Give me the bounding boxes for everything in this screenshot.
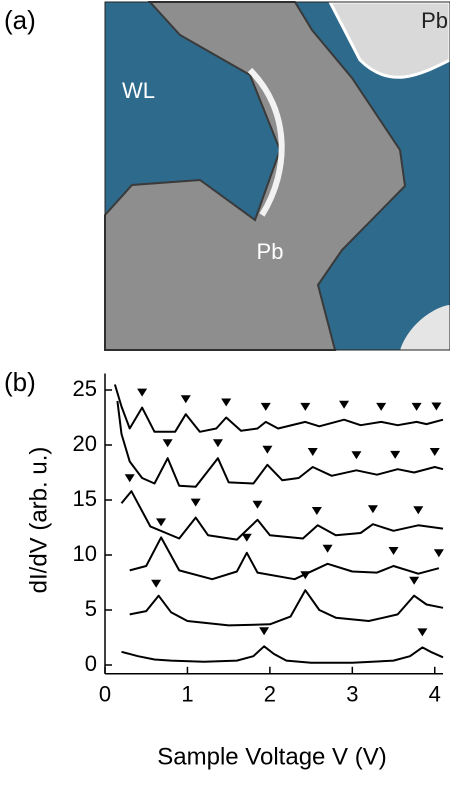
- peak-marker: [322, 544, 333, 553]
- peak-marker: [300, 402, 311, 411]
- x-tick-label: 1: [181, 682, 193, 707]
- curve: [129, 589, 444, 627]
- peak-marker: [162, 439, 173, 448]
- island-edge: [247, 67, 285, 217]
- peak-marker: [252, 500, 263, 509]
- peak-marker: [151, 579, 162, 588]
- peak-marker: [390, 450, 401, 459]
- curve: [113, 384, 444, 433]
- x-tick-label: 3: [346, 682, 358, 707]
- y-tick-label: 20: [73, 431, 97, 456]
- peak-marker: [417, 628, 428, 637]
- curve: [129, 536, 440, 581]
- peak-marker: [376, 402, 387, 411]
- y-tick-label: 25: [73, 376, 97, 401]
- peak-marker: [137, 388, 148, 397]
- region-label: WL: [122, 78, 155, 103]
- y-tick-label: 0: [85, 651, 97, 676]
- peak-marker: [413, 506, 424, 515]
- peak-marker: [124, 474, 135, 483]
- peak-marker: [241, 533, 252, 542]
- peak-marker: [411, 402, 422, 411]
- x-tick-label: 0: [99, 682, 111, 707]
- y-axis-label: dI/dV (arb. u.): [25, 447, 52, 594]
- region-label: Pb: [421, 8, 448, 33]
- stm-image: [104, 0, 450, 351]
- peak-marker: [307, 448, 318, 456]
- peak-marker: [429, 448, 440, 456]
- peak-marker: [221, 398, 232, 407]
- y-tick-label: 10: [73, 541, 97, 566]
- peak-marker: [409, 576, 420, 585]
- image-border: [104, 1, 450, 351]
- panel-label: (a): [4, 5, 36, 35]
- plot: 0 5 10 15 20 25 0 1 2 3 4: [73, 373, 444, 707]
- peak-marker: [431, 402, 442, 411]
- pb-island-corner: [400, 305, 450, 350]
- peak-marker: [156, 518, 167, 527]
- peak-marker: [180, 395, 191, 404]
- curve: [120, 490, 444, 541]
- peak-marker: [351, 451, 362, 460]
- curve: [116, 400, 444, 488]
- peak-marker: [260, 402, 271, 411]
- peak-marker: [433, 549, 444, 558]
- x-tick-label: 4: [429, 682, 441, 707]
- peak-marker: [262, 445, 273, 454]
- peak-marker: [388, 547, 399, 555]
- peak-marker: [339, 400, 350, 409]
- peak-marker: [367, 505, 378, 514]
- peak-marker: [190, 498, 201, 507]
- x-tick-label: 2: [264, 682, 276, 707]
- curve: [121, 645, 444, 664]
- y-tick-label: 15: [73, 486, 97, 511]
- peak-marker: [259, 627, 270, 636]
- peak-marker: [212, 439, 223, 448]
- x-axis-label: Sample Voltage V (V): [157, 743, 386, 770]
- peak-marker: [311, 507, 322, 516]
- region-label: Pb: [257, 239, 284, 264]
- panel-label: (b): [4, 367, 36, 397]
- y-tick-label: 5: [85, 596, 97, 621]
